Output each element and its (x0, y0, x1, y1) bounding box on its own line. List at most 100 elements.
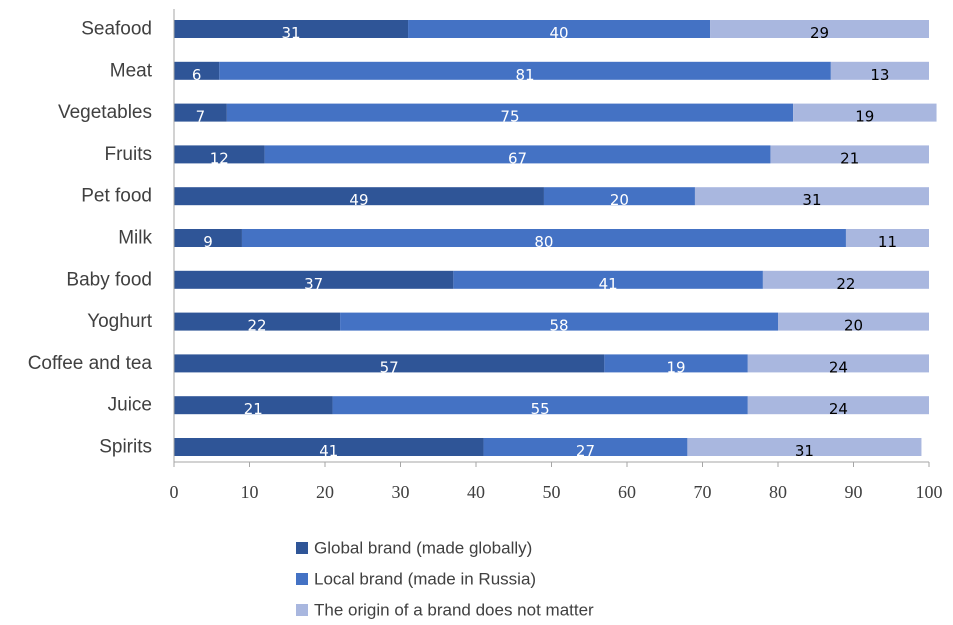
data-label-meat-series-1: 6 (192, 66, 202, 84)
bar-baby-food-series-1 (174, 270, 454, 289)
x-tick-label-10: 10 (241, 482, 259, 502)
x-tick-label-40: 40 (467, 482, 485, 502)
bar-fruits-series-1 (174, 145, 265, 164)
category-label-spirits: Spirits (99, 437, 152, 458)
data-label-pet-food-series-1: 49 (349, 191, 368, 209)
category-label-baby-food: Baby food (66, 269, 152, 290)
bar-juice-series-2 (332, 396, 748, 415)
data-label-meat-series-2: 81 (516, 66, 535, 84)
data-label-seafood-series-1: 31 (281, 24, 300, 42)
category-label-fruits: Fruits (105, 144, 153, 165)
data-label-fruits-series-1: 12 (210, 149, 229, 167)
x-tick-label-50: 50 (543, 482, 561, 502)
bar-seafood-series-1 (174, 20, 409, 38)
data-label-coffee-and-tea-series-1: 57 (380, 358, 399, 376)
x-axis: 0 10 20 30 40 50 60 70 80 90 100 (170, 9, 943, 502)
category-label-seafood: Seafood (81, 19, 152, 40)
data-label-yoghurt-series-1: 22 (248, 317, 267, 335)
data-label-pet-food-series-3: 31 (802, 191, 821, 209)
legend: Global brand (made globally) Local brand … (296, 539, 594, 620)
data-label-vegetables-series-1: 7 (196, 108, 206, 126)
category-labels: Seafood Meat Vegetables Fruits Pet food Milk B… (28, 19, 153, 458)
category-label-milk: Milk (118, 228, 152, 249)
bar-milk-series-2 (241, 229, 846, 247)
data-label-baby-food-series-2: 41 (599, 275, 618, 293)
bar-milk-series-3 (845, 229, 929, 247)
bar-spirits-series-1 (174, 438, 484, 456)
data-label-spirits-series-3: 31 (795, 442, 814, 460)
legend-label-series-3: The origin of a brand does not matter (314, 601, 594, 620)
category-label-juice: Juice (108, 395, 152, 416)
category-label-meat: Meat (110, 60, 153, 81)
data-label-meat-series-3: 13 (870, 66, 889, 84)
legend-swatch-series-1 (296, 542, 308, 554)
bar-pet-food-series-2 (543, 187, 695, 206)
data-label-yoghurt-series-3: 20 (844, 317, 863, 335)
x-tick-label-20: 20 (316, 482, 334, 502)
bar-coffee-and-tea-series-2 (604, 354, 748, 373)
bars-layer (174, 20, 937, 456)
x-tick-label-30: 30 (392, 482, 410, 502)
x-tick-label-0: 0 (170, 482, 179, 502)
legend-swatch-series-3 (296, 604, 308, 616)
bar-baby-food-series-3 (762, 270, 929, 289)
bar-milk-series-1 (174, 229, 242, 247)
bar-baby-food-series-2 (453, 270, 763, 289)
x-tick-label-90: 90 (845, 482, 863, 502)
bar-juice-series-1 (174, 396, 333, 415)
data-label-coffee-and-tea-series-3: 24 (829, 358, 848, 376)
bar-spirits-series-2 (483, 438, 688, 456)
data-label-fruits-series-2: 67 (508, 149, 527, 167)
bar-pet-food-series-1 (174, 187, 544, 206)
data-label-milk-series-2: 80 (534, 233, 553, 251)
bar-juice-series-3 (747, 396, 929, 415)
data-label-seafood-series-3: 29 (810, 24, 829, 42)
data-label-baby-food-series-1: 37 (304, 275, 323, 293)
data-label-spirits-series-1: 41 (319, 442, 338, 460)
bar-yoghurt-series-3 (778, 312, 929, 331)
bar-coffee-and-tea-series-3 (747, 354, 929, 373)
x-tick-label-100: 100 (916, 482, 943, 502)
data-label-vegetables-series-2: 75 (500, 108, 519, 126)
bar-pet-food-series-3 (694, 187, 929, 206)
bar-fruits-series-3 (770, 145, 929, 164)
data-label-spirits-series-2: 27 (576, 442, 595, 460)
data-label-vegetables-series-3: 19 (855, 108, 874, 126)
data-label-yoghurt-series-2: 58 (550, 317, 569, 335)
bar-seafood-series-3 (710, 20, 929, 38)
bar-vegetables-series-2 (226, 103, 794, 122)
data-label-milk-series-3: 11 (878, 233, 897, 251)
legend-swatch-series-2 (296, 573, 308, 585)
x-tick-label-70: 70 (694, 482, 712, 502)
data-label-juice-series-2: 55 (531, 400, 550, 418)
category-label-coffee-and-tea: Coffee and tea (28, 353, 153, 374)
legend-label-series-1: Global brand (made globally) (314, 539, 532, 558)
bar-vegetables-series-1 (174, 103, 227, 122)
category-label-yoghurt: Yoghurt (87, 311, 153, 332)
bar-fruits-series-2 (264, 145, 771, 164)
bar-yoghurt-series-2 (340, 312, 778, 331)
bar-meat-series-2 (219, 61, 831, 80)
data-label-juice-series-3: 24 (829, 400, 848, 418)
data-label-coffee-and-tea-series-2: 19 (667, 358, 686, 376)
data-labels-layer: 31 40 29 6 81 13 7 75 19 12 67 21 49 20 31 9 80 11 37 41 22 2… (192, 24, 897, 460)
bar-vegetables-series-3 (793, 103, 937, 122)
data-label-baby-food-series-3: 22 (836, 275, 855, 293)
bar-coffee-and-tea-series-1 (174, 354, 605, 373)
category-label-pet-food: Pet food (81, 186, 152, 207)
legend-label-series-2: Local brand (made in Russia) (314, 570, 536, 589)
bar-seafood-series-2 (408, 20, 711, 38)
data-label-seafood-series-2: 40 (550, 24, 569, 42)
bar-spirits-series-3 (687, 438, 922, 456)
data-label-milk-series-1: 9 (203, 233, 213, 251)
bar-meat-series-1 (174, 61, 220, 80)
bar-yoghurt-series-1 (174, 312, 341, 331)
bar-meat-series-3 (830, 61, 929, 80)
x-tick-label-80: 80 (769, 482, 787, 502)
data-label-fruits-series-3: 21 (840, 149, 859, 167)
x-tick-label-60: 60 (618, 482, 636, 502)
data-label-pet-food-series-2: 20 (610, 191, 629, 209)
category-label-vegetables: Vegetables (58, 102, 152, 123)
